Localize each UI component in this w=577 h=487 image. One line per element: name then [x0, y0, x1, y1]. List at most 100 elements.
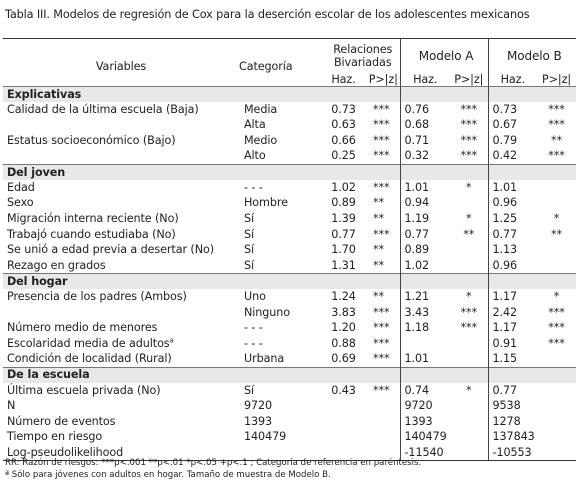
- table-row: Condición de localidad (Rural) Urbana 0.69…: [3, 351, 576, 368]
- header-a-haz: Haz.: [399, 72, 446, 87]
- biv-haz-cell: 0.25: [331, 149, 356, 163]
- categoria-cell: - - -: [244, 321, 263, 335]
- b-haz-cell: 0.42: [487, 148, 534, 165]
- biv-p-cell: [363, 398, 400, 414]
- table-row: Edad - - - 1.02 *** 1.01 * 1.01: [3, 180, 576, 196]
- a-p-cell: *: [466, 180, 472, 194]
- a-haz-cell: 0.77: [399, 226, 446, 243]
- section-spacer: [399, 163, 489, 181]
- b-haz-cell: 1278: [487, 413, 534, 430]
- table-notes: RR: Razón de riesgos: ***p<.001 **p<.01 …: [5, 457, 575, 481]
- biv-haz-cell: 3.83: [331, 305, 356, 319]
- a-haz-cell: 0.94: [399, 195, 446, 212]
- section-spacer: [487, 86, 577, 103]
- categoria-cell: Urbana: [244, 352, 285, 366]
- a-p-cell: ***: [460, 102, 478, 116]
- table-row: Última escuela privada (No) Sí 0.43 *** 0.74…: [3, 382, 576, 399]
- b-haz-cell: 0.79: [487, 133, 534, 149]
- variable-cell: [3, 305, 235, 321]
- section-spacer: [399, 86, 489, 103]
- biv-haz-cell: 1.02: [331, 180, 356, 194]
- categoria-cell: - - -: [244, 336, 263, 350]
- a-p-cell: *: [466, 212, 472, 226]
- table-row: Trabajó cuando estudiaba (No) Sí 0.77 *** 0.…: [3, 226, 576, 243]
- b-p-cell: **: [551, 134, 563, 148]
- table-body: Explicativas Calidad de la última escuela…: [3, 86, 577, 462]
- categoria-cell: Alto: [244, 149, 266, 163]
- variable-cell: Trabajó cuando estudiaba (No): [7, 227, 176, 241]
- categoria-cell: 9720: [244, 399, 273, 413]
- a-haz-cell: 0.89: [399, 242, 446, 259]
- table-row: N 9720 9720 9538: [3, 398, 576, 414]
- variable-cell: Número medio de menores: [7, 321, 158, 335]
- variable-cell: Calidad de la última escuela (Baja): [7, 102, 199, 116]
- biv-p-cell: ***: [373, 180, 390, 194]
- table-row: Número de eventos 1393 1393 1278: [3, 413, 576, 430]
- biv-haz-cell: [320, 430, 363, 446]
- header-modelo-a: Modelo A: [399, 38, 489, 73]
- section-label: Del joven: [3, 163, 400, 181]
- table-row: Migración interna reciente (No) Sí 1.39 ** 1…: [3, 211, 576, 227]
- biv-haz-cell: 0.63: [331, 118, 356, 132]
- biv-p-cell: **: [373, 196, 384, 210]
- biv-p-cell: ***: [373, 321, 390, 335]
- a-p-cell: ***: [460, 305, 478, 319]
- categoria-cell: Alta: [244, 118, 266, 132]
- a-p-cell: **: [463, 227, 475, 241]
- b-haz-cell: -10553: [487, 445, 534, 462]
- variable-cell: Sexo: [7, 196, 34, 210]
- table-row: Sexo Hombre 0.89 ** 0.94 0.96: [3, 195, 576, 212]
- b-haz-cell: 2.42: [487, 304, 534, 321]
- variable-cell: Última escuela privada (No): [7, 383, 161, 397]
- b-haz-cell: 0.96: [487, 258, 534, 274]
- b-haz-cell: 9538: [487, 398, 534, 414]
- b-haz-cell: 0.91: [487, 336, 534, 352]
- b-p-cell: [533, 180, 576, 196]
- variable-label: Escolaridad media de adultos: [7, 336, 170, 350]
- a-haz-cell: 0.76: [399, 102, 446, 118]
- variable-cell: Condición de localidad (Rural): [7, 352, 172, 366]
- b-p-cell: [533, 196, 576, 212]
- b-p-cell: *: [553, 290, 560, 304]
- variable-cell: [3, 149, 235, 165]
- biv-haz-cell: 0.89: [331, 196, 356, 210]
- biv-haz-cell: 1.24: [331, 290, 356, 304]
- variable-cell: Log-pseudolikelihood: [3, 445, 235, 462]
- note-significance: RR: Razón de riesgos: ***p<.001 **p<.01 …: [5, 458, 422, 468]
- b-haz-cell: 0.96: [487, 195, 534, 212]
- a-p-cell: [446, 352, 488, 368]
- variable-cell: Se unió a edad previa a desertar (No): [7, 243, 214, 257]
- a-p-cell: [446, 196, 488, 212]
- b-haz-cell: 0.73: [487, 102, 534, 118]
- biv-p-cell: **: [373, 258, 384, 272]
- b-haz-cell: 1.15: [487, 351, 534, 368]
- a-p-cell: ***: [460, 118, 478, 132]
- table-caption: Tabla III. Modelos de regresión de Cox p…: [5, 8, 530, 21]
- variable-cell: [3, 118, 235, 134]
- header-b-haz: Haz.: [487, 72, 534, 87]
- header-categoria: Categoría: [239, 60, 293, 73]
- a-p-cell: [446, 242, 488, 258]
- section-spacer: [487, 366, 577, 383]
- b-p-cell: ***: [548, 118, 565, 132]
- table-row: Ninguno 3.83 *** 3.43 *** 2.42 ***: [3, 304, 576, 321]
- a-p-cell: ***: [460, 321, 478, 335]
- biv-p-cell: ***: [373, 102, 390, 116]
- header-b-p: P>|z|: [542, 72, 572, 86]
- biv-haz-cell: 0.88: [331, 336, 356, 350]
- section-row: Explicativas: [3, 86, 577, 103]
- a-haz-cell: 0.74: [399, 382, 446, 399]
- section-row: De la escuela: [3, 366, 577, 383]
- section-spacer: [399, 366, 489, 383]
- categoria-cell: Media: [244, 102, 278, 116]
- biv-p-cell: [363, 445, 400, 462]
- note-footnote-a: ª Sólo para jóvenes con adultos en hogar…: [5, 470, 331, 480]
- biv-haz-cell: [320, 398, 363, 414]
- table-row: Alto 0.25 *** 0.32 *** 0.42 ***: [3, 148, 576, 165]
- biv-p-cell: [363, 414, 400, 430]
- header-a-p: P>|z|: [454, 72, 484, 86]
- biv-p-cell: **: [373, 243, 384, 257]
- categoria-cell: Uno: [244, 290, 266, 304]
- b-p-cell: [533, 430, 576, 446]
- biv-haz-cell: [320, 445, 363, 462]
